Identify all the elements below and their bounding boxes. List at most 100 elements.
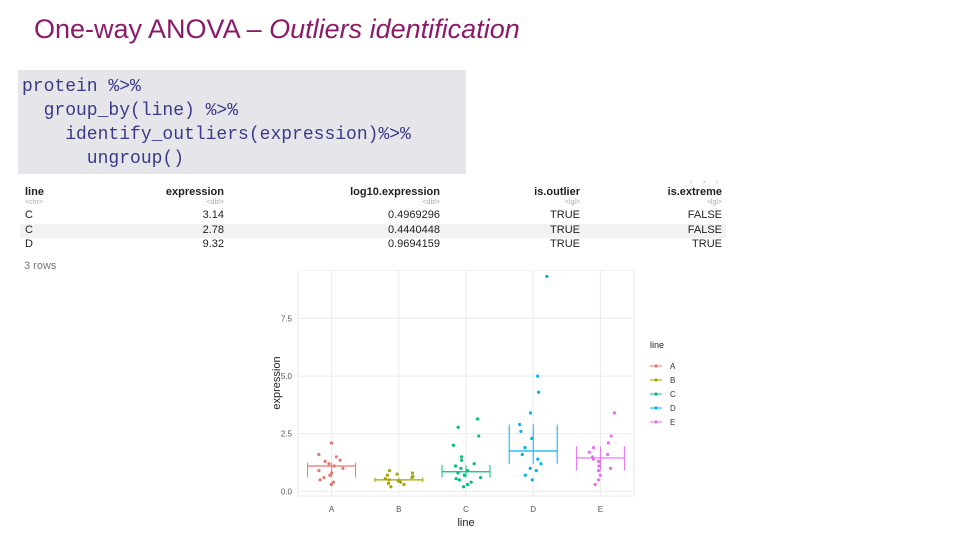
data-point — [456, 425, 460, 429]
data-point — [528, 411, 533, 415]
data-point — [609, 434, 613, 438]
data-point — [459, 458, 464, 462]
data-point — [395, 472, 399, 476]
data-point — [606, 441, 610, 445]
data-point — [317, 452, 321, 457]
code-block: protein %>% group_by(line) %>% identify_… — [18, 70, 466, 174]
code-line: identify_outliers(expression)%>% — [22, 125, 411, 145]
data-point — [530, 478, 534, 482]
data-point — [329, 441, 334, 445]
data-point — [459, 455, 464, 459]
data-point — [461, 485, 466, 489]
data-point — [596, 469, 601, 473]
data-point — [597, 464, 601, 468]
x-tick-label: A — [329, 505, 335, 514]
data-point — [545, 274, 549, 279]
legend-key-point — [654, 378, 658, 382]
x-tick-label: D — [530, 505, 536, 514]
data-point — [523, 445, 527, 450]
data-point — [475, 417, 480, 421]
data-point — [317, 469, 321, 473]
data-point — [536, 374, 540, 378]
data-point — [469, 480, 473, 484]
data-point — [520, 452, 524, 457]
data-point — [323, 459, 327, 464]
data-point — [411, 474, 415, 478]
x-tick-label: C — [463, 505, 469, 514]
y-tick-label: 5.0 — [281, 372, 293, 381]
code-line: group_by(line) %>% — [22, 101, 239, 121]
data-point — [331, 480, 336, 484]
y-tick-label: 7.5 — [281, 314, 293, 323]
data-point — [608, 466, 613, 470]
code-line: protein %>% — [22, 77, 141, 97]
data-point — [387, 469, 392, 473]
legend-label: B — [670, 376, 675, 385]
data-point — [386, 481, 391, 485]
data-point — [338, 458, 342, 462]
data-point — [519, 429, 523, 434]
data-point — [329, 482, 333, 487]
data-point — [456, 471, 460, 475]
legend-label: A — [670, 362, 676, 371]
data-point — [477, 434, 481, 438]
data-point — [530, 436, 534, 440]
y-tick-label: 2.5 — [281, 430, 293, 439]
table-row: C 2.78 0.4440448 TRUE FALSE — [20, 224, 726, 238]
data-point — [383, 477, 387, 481]
table-header: line expression log10.expression is.outl… — [25, 186, 722, 198]
data-point — [518, 422, 522, 427]
table-row: C 3.14 0.4969296 TRUE FALSE — [25, 209, 722, 221]
table-pager[interactable]: ‹ › › — [690, 177, 723, 186]
data-point — [389, 485, 393, 489]
data-point — [332, 464, 336, 468]
data-point — [606, 452, 610, 457]
y-axis-title: expression — [271, 356, 283, 409]
data-point — [590, 455, 595, 459]
data-point — [459, 466, 463, 470]
slide-title: One-way ANOVA – Outliers identification — [34, 14, 520, 44]
data-point — [612, 411, 617, 415]
y-tick-label: 0.0 — [281, 487, 293, 496]
data-point — [318, 478, 322, 482]
data-point — [598, 473, 602, 477]
data-point — [454, 464, 458, 468]
data-point — [478, 475, 483, 480]
x-tick-label: B — [396, 505, 401, 514]
data-point — [591, 445, 596, 450]
row-count: 3 rows — [24, 260, 57, 272]
data-point — [528, 466, 532, 470]
table-types: <chr> <dbl> <dbl> <lgl> <lgl> — [25, 199, 722, 206]
data-point — [327, 462, 331, 466]
data-point — [587, 450, 591, 454]
data-point — [334, 455, 338, 459]
legend-key-point — [654, 406, 658, 410]
data-point — [451, 443, 455, 447]
x-tick-label: E — [598, 505, 603, 514]
data-point — [523, 473, 527, 477]
data-point — [465, 469, 470, 473]
data-point — [596, 478, 601, 482]
data-point — [539, 462, 543, 466]
data-point — [472, 462, 476, 466]
data-point — [537, 390, 541, 394]
code-line: ungroup() — [22, 149, 185, 169]
data-point — [596, 459, 601, 464]
legend-label: D — [670, 404, 676, 413]
legend-title: line — [650, 340, 664, 350]
data-point — [330, 471, 334, 475]
data-point — [328, 473, 332, 477]
data-point — [396, 479, 401, 483]
data-point — [534, 469, 538, 473]
legend-label: E — [670, 418, 675, 427]
legend-key-point — [654, 364, 658, 368]
legend-label: C — [670, 390, 676, 399]
data-point — [536, 457, 540, 461]
data-point — [410, 471, 415, 475]
data-point — [593, 482, 597, 487]
data-point — [465, 482, 470, 487]
legend-key-point — [654, 392, 658, 396]
data-point — [462, 473, 466, 477]
data-point — [322, 475, 326, 480]
